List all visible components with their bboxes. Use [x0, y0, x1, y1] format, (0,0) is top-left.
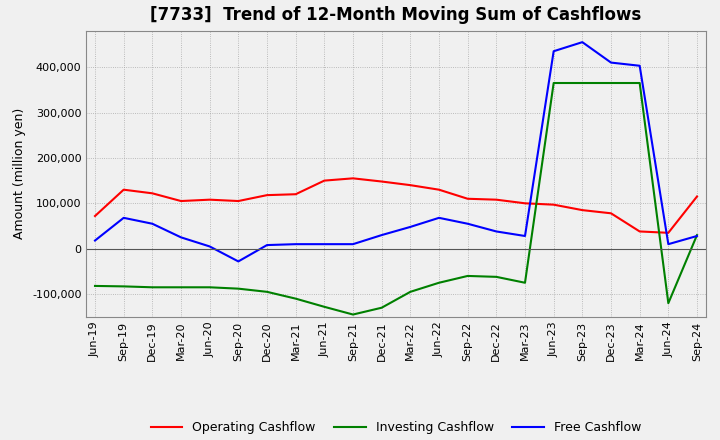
Operating Cashflow	[91, 213, 99, 219]
Operating Cashflow	[377, 179, 386, 184]
Free Cashflow	[320, 242, 328, 247]
Operating Cashflow	[348, 176, 357, 181]
Free Cashflow	[464, 221, 472, 226]
Investing Cashflow	[521, 280, 529, 286]
Free Cashflow	[234, 259, 243, 264]
Free Cashflow	[492, 229, 500, 234]
Free Cashflow	[205, 244, 214, 249]
Investing Cashflow	[492, 274, 500, 279]
Operating Cashflow	[234, 198, 243, 204]
Investing Cashflow	[464, 273, 472, 279]
Operating Cashflow	[693, 194, 701, 199]
Investing Cashflow	[120, 284, 128, 289]
Free Cashflow	[292, 242, 300, 247]
Investing Cashflow	[148, 285, 157, 290]
Investing Cashflow	[205, 285, 214, 290]
Operating Cashflow	[464, 196, 472, 202]
Investing Cashflow	[348, 312, 357, 317]
Free Cashflow	[91, 238, 99, 243]
Free Cashflow	[693, 233, 701, 238]
Investing Cashflow	[377, 305, 386, 310]
Investing Cashflow	[549, 81, 558, 86]
Free Cashflow	[406, 224, 415, 230]
Operating Cashflow	[148, 191, 157, 196]
Line: Free Cashflow: Free Cashflow	[95, 42, 697, 261]
Investing Cashflow	[607, 81, 616, 86]
Investing Cashflow	[320, 304, 328, 309]
Free Cashflow	[263, 242, 271, 248]
Operating Cashflow	[320, 178, 328, 183]
Operating Cashflow	[549, 202, 558, 207]
Operating Cashflow	[492, 197, 500, 202]
Investing Cashflow	[176, 285, 185, 290]
Investing Cashflow	[635, 81, 644, 86]
Free Cashflow	[377, 232, 386, 238]
Operating Cashflow	[578, 208, 587, 213]
Operating Cashflow	[176, 198, 185, 204]
Operating Cashflow	[292, 191, 300, 197]
Free Cashflow	[549, 48, 558, 54]
Free Cashflow	[120, 215, 128, 220]
Investing Cashflow	[263, 289, 271, 294]
Investing Cashflow	[435, 280, 444, 286]
Line: Operating Cashflow: Operating Cashflow	[95, 178, 697, 233]
Investing Cashflow	[578, 81, 587, 86]
Free Cashflow	[435, 215, 444, 220]
Free Cashflow	[148, 221, 157, 226]
Title: [7733]  Trend of 12-Month Moving Sum of Cashflows: [7733] Trend of 12-Month Moving Sum of C…	[150, 6, 642, 24]
Operating Cashflow	[263, 192, 271, 198]
Y-axis label: Amount (million yen): Amount (million yen)	[14, 108, 27, 239]
Investing Cashflow	[91, 283, 99, 289]
Investing Cashflow	[693, 232, 701, 238]
Operating Cashflow	[120, 187, 128, 192]
Operating Cashflow	[406, 183, 415, 188]
Investing Cashflow	[234, 286, 243, 291]
Free Cashflow	[635, 63, 644, 68]
Operating Cashflow	[205, 197, 214, 202]
Operating Cashflow	[435, 187, 444, 192]
Line: Investing Cashflow: Investing Cashflow	[95, 83, 697, 315]
Free Cashflow	[607, 60, 616, 65]
Free Cashflow	[176, 235, 185, 240]
Free Cashflow	[348, 242, 357, 247]
Legend: Operating Cashflow, Investing Cashflow, Free Cashflow: Operating Cashflow, Investing Cashflow, …	[146, 416, 646, 439]
Investing Cashflow	[292, 296, 300, 301]
Free Cashflow	[521, 233, 529, 238]
Investing Cashflow	[406, 289, 415, 294]
Operating Cashflow	[521, 201, 529, 206]
Investing Cashflow	[664, 301, 672, 306]
Free Cashflow	[578, 40, 587, 45]
Operating Cashflow	[664, 230, 672, 235]
Free Cashflow	[664, 242, 672, 247]
Operating Cashflow	[607, 211, 616, 216]
Operating Cashflow	[635, 229, 644, 234]
